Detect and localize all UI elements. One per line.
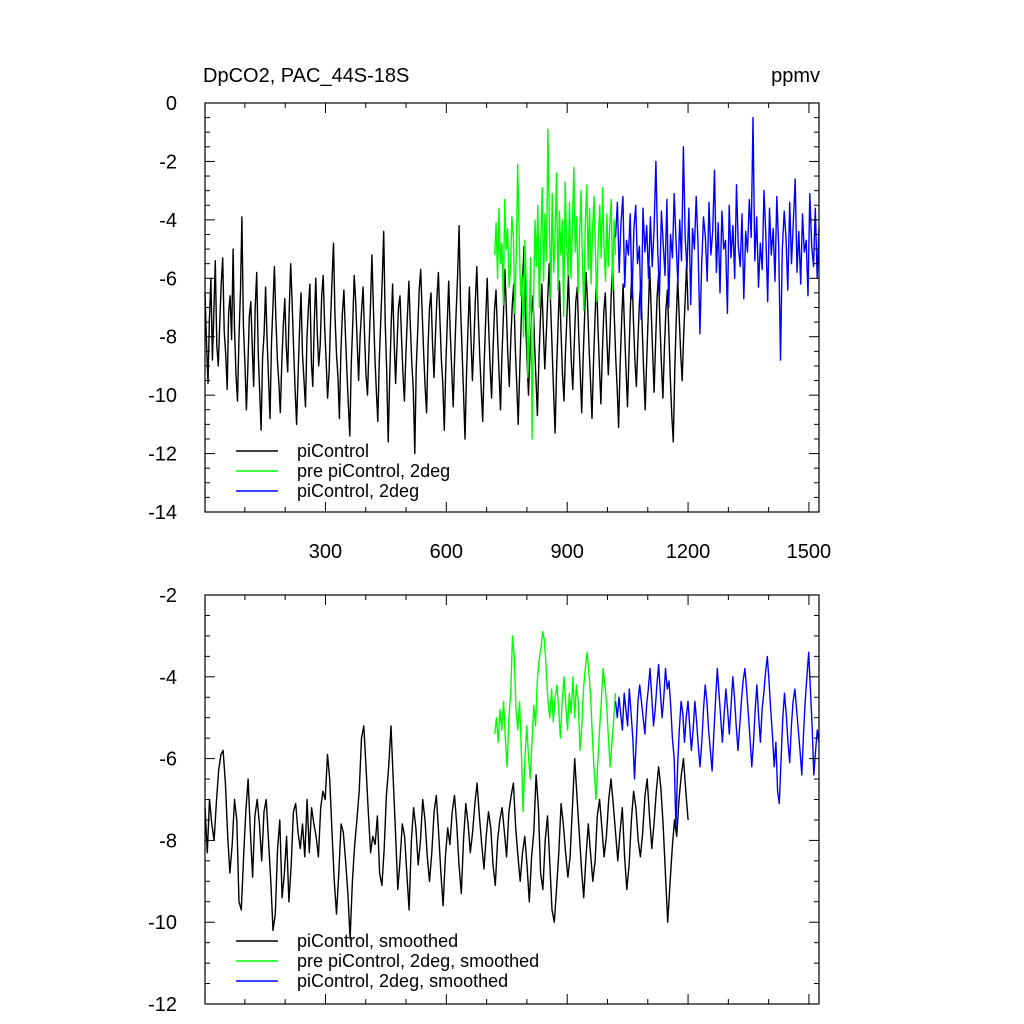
top-legend-label-0: piControl (297, 441, 369, 461)
top-ytick-label: -8 (159, 327, 177, 349)
units-label: ppmv (771, 65, 820, 87)
top-ytick-label: -10 (148, 385, 177, 407)
top-ytick-label: -4 (159, 210, 177, 232)
top-legend-label-2: piControl, 2deg (297, 481, 419, 501)
top-xtick-label: 900 (551, 541, 584, 563)
top-series-group (204, 116, 820, 455)
top-ytick-label: -14 (148, 502, 177, 524)
top-xtick-label: 600 (430, 541, 463, 563)
top-ytick-label: -2 (159, 151, 177, 173)
top-xtick-label: 1200 (666, 541, 711, 563)
bottom-series-line-0 (204, 725, 689, 940)
top-ytick-label: -6 (159, 268, 177, 290)
bottom-ytick-label: -12 (148, 994, 177, 1016)
bottom-series-line-2 (614, 651, 820, 829)
bottom-series-line-1 (494, 631, 617, 813)
top-plot-frame (204, 102, 820, 513)
top-panel: DpCO2, PAC_44S-18S ppmv 0 -2 -4 -6 -8 -10 -12 -… (148, 65, 831, 563)
bottom-ytick-label: -6 (159, 749, 177, 771)
bottom-legend-label-2: piControl, 2deg, smoothed (297, 971, 508, 991)
top-xtick-label: 300 (309, 541, 342, 563)
bottom-series-group (204, 631, 820, 940)
bottom-ytick-label: -4 (159, 667, 177, 689)
bottom-legend-label-1: pre piControl, 2deg, smoothed (297, 951, 539, 971)
top-ytick-label: 0 (166, 93, 177, 115)
top-series-line-1 (494, 128, 617, 440)
top-series-line-2 (614, 116, 820, 361)
bottom-legend-label-0: piControl, smoothed (297, 931, 458, 951)
bottom-ytick-label: -2 (159, 585, 177, 607)
chart-title: DpCO2, PAC_44S-18S (203, 65, 409, 87)
top-ticks-group: 0 -2 -4 -6 -8 -10 -12 -14 300 600 900 1200 1500 (148, 93, 831, 563)
top-legend-label-1: pre piControl, 2deg (297, 461, 450, 481)
bottom-ticks-group: -2 -4 -6 -8 -10 -12 (148, 585, 819, 1016)
top-xtick-label: 1500 (787, 541, 832, 563)
top-series-line-0 (204, 216, 689, 455)
top-ytick-label: -12 (148, 444, 177, 466)
bottom-plot-frame (204, 594, 820, 1005)
bottom-ytick-label: -10 (148, 912, 177, 934)
bottom-ytick-label: -8 (159, 830, 177, 852)
